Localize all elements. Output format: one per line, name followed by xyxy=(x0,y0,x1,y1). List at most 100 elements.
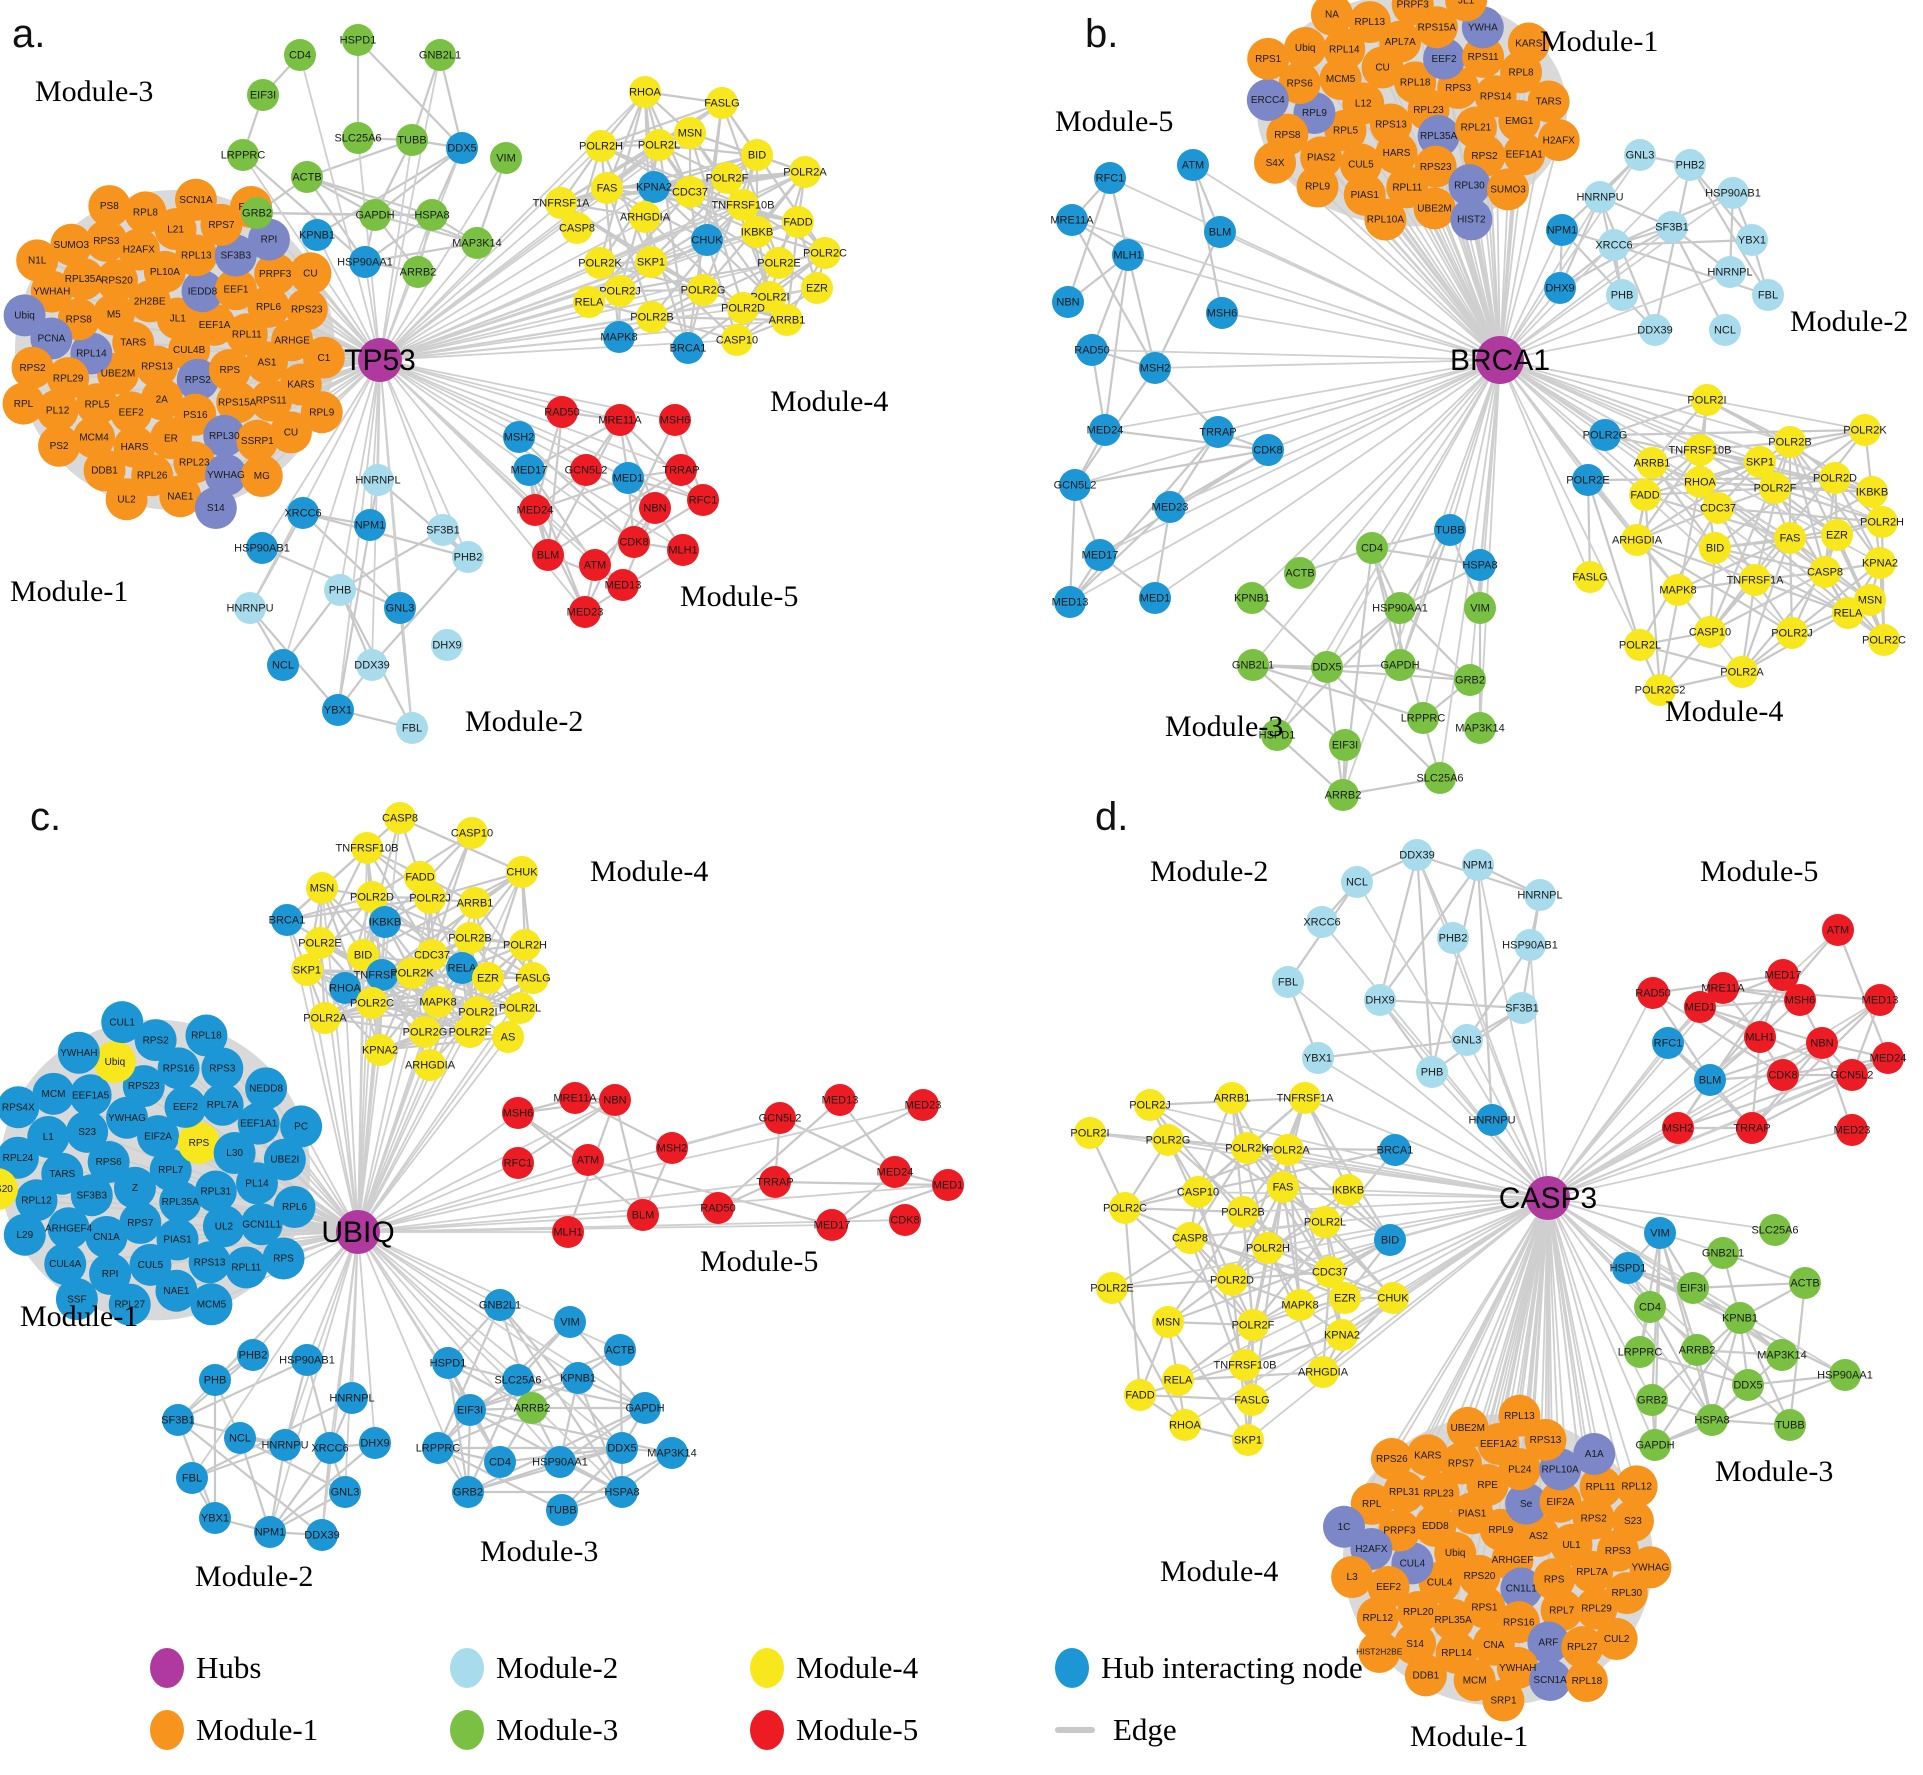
node-circle[interactable] xyxy=(38,424,81,467)
network-node[interactable]: XRCC6 xyxy=(284,497,322,529)
network-node[interactable]: MLH1 xyxy=(667,534,699,566)
node-circle[interactable] xyxy=(1644,1217,1676,1249)
node-circle[interactable] xyxy=(267,649,299,681)
network-node[interactable]: DHX9 xyxy=(1544,272,1576,304)
node-circle[interactable] xyxy=(237,1102,280,1145)
node-circle[interactable] xyxy=(113,1166,156,1209)
network-node[interactable]: GNL3 xyxy=(329,1476,361,1508)
network-node[interactable]: MAPK8 xyxy=(1281,1289,1319,1321)
network-node[interactable]: POLR2K xyxy=(1225,1132,1269,1164)
node-circle[interactable] xyxy=(1247,37,1290,80)
node-circle[interactable] xyxy=(1074,1117,1106,1149)
node-circle[interactable] xyxy=(1323,1505,1366,1548)
network-node[interactable]: MSH6 xyxy=(502,1097,534,1129)
node-circle[interactable] xyxy=(1527,1621,1570,1664)
node-circle[interactable] xyxy=(816,1209,848,1241)
node-circle[interactable] xyxy=(176,358,219,401)
node-circle[interactable] xyxy=(349,246,381,278)
network-node[interactable]: BID xyxy=(741,139,773,171)
node-circle[interactable] xyxy=(1439,1442,1482,1485)
network-node[interactable]: VIM xyxy=(554,1306,586,1338)
node-circle[interactable] xyxy=(396,957,428,989)
network-node[interactable]: RAD50 xyxy=(1074,334,1110,366)
network-node[interactable]: MSH2 xyxy=(656,1132,688,1164)
network-node[interactable]: RFC1 xyxy=(502,1147,534,1179)
node-circle[interactable] xyxy=(629,201,661,233)
node-circle[interactable] xyxy=(134,1019,177,1062)
network-node[interactable]: LRPPRC xyxy=(1401,702,1446,734)
network-node[interactable]: FAS xyxy=(591,172,623,204)
node-circle[interactable] xyxy=(1446,1406,1489,1449)
node-circle[interactable] xyxy=(269,1429,301,1461)
node-circle[interactable] xyxy=(1736,224,1768,256)
node-circle[interactable] xyxy=(1821,519,1853,551)
node-circle[interactable] xyxy=(506,856,538,888)
node-circle[interactable] xyxy=(351,832,383,864)
node-circle[interactable] xyxy=(105,478,148,521)
network-node[interactable]: HSP90AB1 xyxy=(1705,177,1761,209)
network-node[interactable]: EZR xyxy=(801,272,833,304)
node-circle[interactable] xyxy=(336,1382,368,1414)
network-node[interactable]: AS xyxy=(492,1021,524,1053)
node-circle[interactable] xyxy=(41,1152,84,1195)
network-node[interactable]: HSPA8 xyxy=(604,1476,640,1508)
hub-node-ubiq[interactable]: UBIQ xyxy=(321,1210,395,1254)
node-circle[interactable] xyxy=(1636,1384,1668,1416)
network-node[interactable]: FADD xyxy=(1124,1379,1156,1411)
node-circle[interactable] xyxy=(559,1082,591,1114)
node-circle[interactable] xyxy=(907,1089,939,1121)
node-circle[interactable] xyxy=(1227,1196,1259,1228)
node-circle[interactable] xyxy=(1677,1272,1709,1304)
node-circle[interactable] xyxy=(3,1213,46,1256)
node-circle[interactable] xyxy=(721,324,753,356)
node-circle[interactable] xyxy=(1306,906,1338,938)
node-circle[interactable] xyxy=(1232,1424,1264,1456)
node-circle[interactable] xyxy=(1272,1134,1304,1166)
network-node[interactable]: POLR2D xyxy=(1813,462,1857,494)
node-circle[interactable] xyxy=(396,712,428,744)
node-circle[interactable] xyxy=(1076,334,1108,366)
node-circle[interactable] xyxy=(1350,1482,1393,1525)
network-node[interactable]: MED17 xyxy=(1082,539,1119,571)
network-node[interactable]: POLR2H xyxy=(503,929,547,961)
network-node[interactable]: BID xyxy=(1374,1224,1406,1256)
node-circle[interactable] xyxy=(194,1170,237,1213)
node-circle[interactable] xyxy=(1326,1319,1358,1351)
node-circle[interactable] xyxy=(0,1168,18,1210)
network-node[interactable]: IKBKB xyxy=(1332,1174,1364,1206)
node-circle[interactable] xyxy=(1774,1409,1806,1441)
node-circle[interactable] xyxy=(1717,177,1749,209)
node-circle[interactable] xyxy=(1527,80,1570,123)
node-circle[interactable] xyxy=(362,464,394,496)
network-node[interactable]: CDK8 xyxy=(1767,1059,1799,1091)
node-circle[interactable] xyxy=(1561,1626,1604,1669)
node-circle[interactable] xyxy=(1177,149,1209,181)
network-node[interactable]: DDX39 xyxy=(1637,314,1673,346)
node-circle[interactable] xyxy=(1759,472,1791,504)
network-node[interactable]: ARRB2 xyxy=(514,1392,551,1424)
node-circle[interactable] xyxy=(87,1141,130,1184)
network-node[interactable]: GRB2 xyxy=(241,197,273,229)
node-circle[interactable] xyxy=(1139,582,1171,614)
node-circle[interactable] xyxy=(1774,426,1806,458)
node-circle[interactable] xyxy=(1872,1042,1904,1074)
node-circle[interactable] xyxy=(1529,1658,1572,1701)
network-node[interactable]: TUBB xyxy=(1774,1409,1806,1441)
node-circle[interactable] xyxy=(70,1174,113,1217)
node-circle[interactable] xyxy=(15,1179,58,1222)
network-node[interactable]: POLR2L xyxy=(638,129,680,161)
network-node[interactable]: RAD50 xyxy=(700,1192,736,1224)
node-circle[interactable] xyxy=(516,1392,548,1424)
node-circle[interactable] xyxy=(422,986,454,1018)
network-node[interactable]: MAP3K14 xyxy=(647,1437,697,1469)
node-circle[interactable] xyxy=(604,275,636,307)
node-circle[interactable] xyxy=(1406,1434,1449,1477)
node-circle[interactable] xyxy=(234,592,266,624)
network-node[interactable]: HNRNPU xyxy=(1468,1104,1516,1136)
node-circle[interactable] xyxy=(454,1016,486,1048)
node-circle[interactable] xyxy=(629,76,661,108)
network-node[interactable]: FADD xyxy=(1629,479,1661,511)
node-circle[interactable] xyxy=(741,139,773,171)
node-circle[interactable] xyxy=(159,475,202,518)
node-circle[interactable] xyxy=(110,391,153,434)
